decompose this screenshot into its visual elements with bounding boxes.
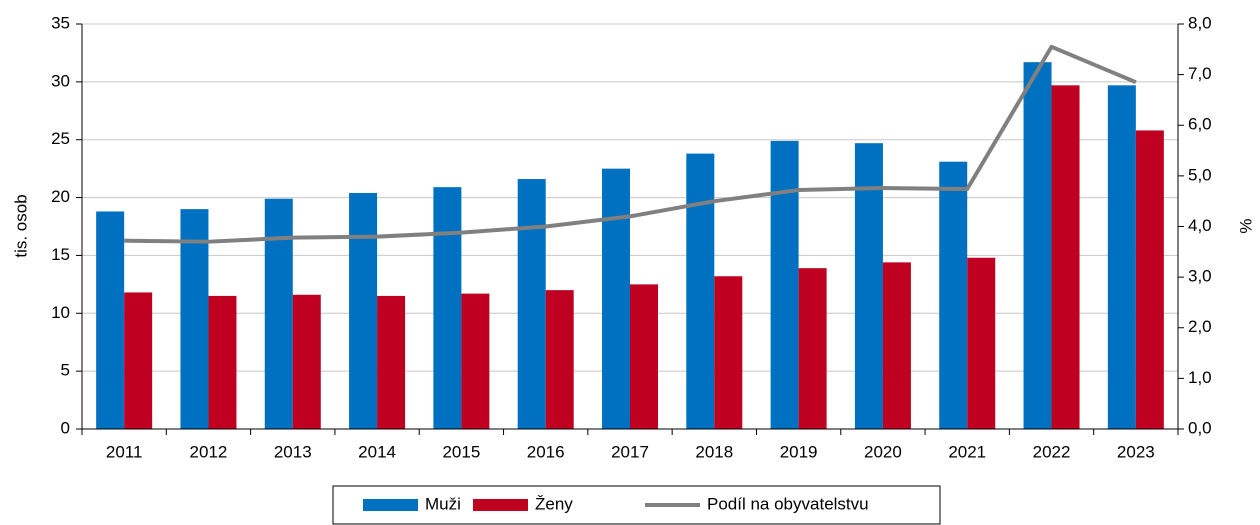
bar [433, 187, 462, 429]
legend-box [332, 485, 941, 525]
y2-tick-label: 6,0 [1188, 115, 1212, 134]
bar [882, 262, 911, 429]
bar [798, 268, 827, 429]
y2-tick-label: 5,0 [1188, 165, 1212, 184]
bar [714, 276, 743, 429]
x-tick-label: 2023 [1117, 442, 1155, 461]
bar [264, 198, 293, 429]
bar [180, 209, 209, 429]
y-tick-label: 5 [61, 361, 70, 380]
bar [96, 211, 125, 429]
y-tick-label: 0 [61, 418, 70, 437]
y2-axis-label: % [1236, 218, 1255, 233]
x-tick-label: 2011 [106, 442, 143, 461]
x-tick-label: 2019 [780, 442, 818, 461]
bar [770, 140, 799, 429]
y-tick-label: 20 [51, 187, 70, 206]
bar [461, 293, 490, 429]
bar [854, 143, 883, 429]
y-tick-label: 35 [51, 13, 70, 32]
bar [208, 295, 237, 429]
bar [1107, 85, 1136, 429]
bar [124, 292, 153, 429]
x-tick-label: 2012 [190, 442, 228, 461]
line [124, 44, 1137, 244]
y-tick-label: 10 [51, 303, 70, 322]
bar [1023, 62, 1052, 429]
y2-tick-label: 0,0 [1188, 418, 1212, 437]
x-tick-label: 2014 [358, 442, 396, 461]
bar [377, 295, 406, 429]
x-tick-label: 2018 [695, 442, 733, 461]
y2-tick-label: 4,0 [1188, 216, 1212, 235]
y2-tick-label: 3,0 [1188, 267, 1212, 286]
x-tick-label: 2013 [274, 442, 312, 461]
y-tick-label: 15 [51, 245, 70, 264]
legend-swatch [363, 499, 418, 511]
y2-tick-label: 1,0 [1188, 368, 1212, 387]
y2-tick-label: 8,0 [1188, 13, 1212, 32]
bar [545, 290, 574, 429]
bar [602, 168, 630, 429]
x-tick-label: 2022 [1033, 442, 1071, 461]
y2-tick-label: 7,0 [1188, 64, 1212, 83]
y-tick-label: 30 [51, 71, 70, 90]
x-tick-label: 2021 [948, 442, 986, 461]
bar [292, 294, 321, 429]
legend-label: Podíl na obyvatelstvu [707, 494, 869, 513]
legend-label: Muži [425, 494, 461, 513]
bar [349, 192, 378, 429]
x-tick-label: 2016 [527, 442, 565, 461]
bar [939, 161, 968, 429]
bar [517, 179, 546, 429]
legend-swatch [473, 499, 528, 511]
x-tick-label: 2017 [611, 442, 649, 461]
bar [1051, 85, 1080, 429]
x-tick-label: 2015 [442, 442, 480, 461]
bar [630, 284, 658, 429]
y-tick-label: 25 [51, 129, 70, 148]
legend-label: Ženy [535, 494, 573, 513]
y2-tick-label: 2,0 [1188, 317, 1212, 336]
y-axis-label: tis. osob [11, 194, 30, 257]
bar [686, 153, 715, 429]
x-tick-label: 2020 [864, 442, 902, 461]
bar [967, 257, 996, 429]
bar [1135, 130, 1164, 429]
